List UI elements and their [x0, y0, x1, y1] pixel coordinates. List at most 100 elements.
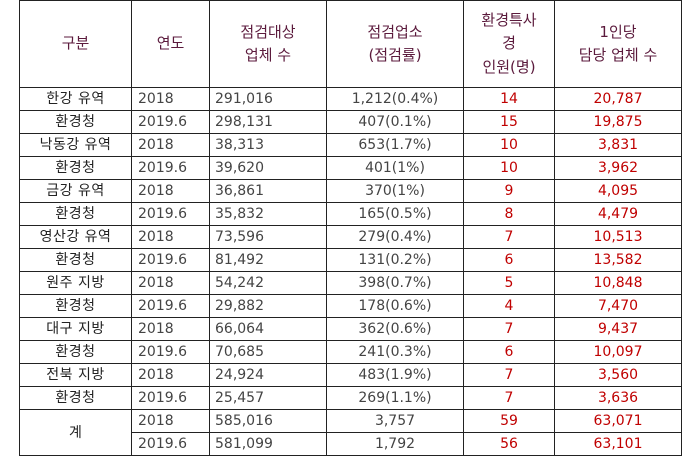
staff-cell: 4 — [463, 294, 555, 318]
inspected-cell: 401(1%) — [326, 156, 464, 180]
table-row: 환경청 2019.6 298,131 407(0.1%) 15 19,875 — [19, 110, 682, 134]
year-cell: 2019.6 — [131, 340, 210, 364]
year-cell: 2018 — [131, 409, 210, 433]
table-row: 환경청 2019.6 35,832 165(0.5%) 8 4,479 — [19, 202, 682, 226]
targets-cell: 585,016 — [209, 409, 327, 433]
table-row: 환경청 2019.6 81,492 131(0.2%) 6 13,582 — [19, 248, 682, 272]
targets-cell: 66,064 — [209, 317, 327, 341]
staff-cell: 7 — [463, 225, 555, 249]
header-inspected: 점검업소 (점검률) — [326, 0, 464, 88]
targets-cell: 81,492 — [209, 248, 327, 272]
per-person-cell: 10,848 — [554, 271, 682, 295]
year-cell: 2019.6 — [131, 110, 210, 134]
per-person-cell: 3,831 — [554, 133, 682, 157]
year-cell: 2018 — [131, 317, 210, 341]
year-cell: 2018 — [131, 179, 210, 203]
per-person-cell: 10,513 — [554, 225, 682, 249]
staff-cell: 7 — [463, 386, 555, 410]
region-name-line1: 원주 지방 — [19, 271, 132, 295]
region-name-line2: 환경청 — [19, 340, 132, 364]
region-name-line2: 환경청 — [19, 248, 132, 272]
inspected-cell: 407(0.1%) — [326, 110, 464, 134]
table-row: 낙동강 유역 2018 38,313 653(1.7%) 10 3,831 — [19, 133, 682, 157]
region-name-line2: 환경청 — [19, 110, 132, 134]
targets-cell: 54,242 — [209, 271, 327, 295]
per-person-cell: 63,101 — [554, 432, 682, 456]
year-cell: 2019.6 — [131, 156, 210, 180]
header-region: 구분 — [19, 0, 132, 88]
targets-cell: 39,620 — [209, 156, 327, 180]
staff-cell: 5 — [463, 271, 555, 295]
targets-cell: 25,457 — [209, 386, 327, 410]
targets-cell: 70,685 — [209, 340, 327, 364]
inspected-cell: 398(0.7%) — [326, 271, 464, 295]
region-name-line1: 금강 유역 — [19, 179, 132, 203]
per-person-cell: 63,071 — [554, 409, 682, 433]
staff-cell: 10 — [463, 133, 555, 157]
table-row: 환경청 2019.6 25,457 269(1.1%) 7 3,636 — [19, 386, 682, 410]
year-cell: 2018 — [131, 225, 210, 249]
staff-cell: 10 — [463, 156, 555, 180]
region-name-line1: 한강 유역 — [19, 87, 132, 111]
inspected-cell: 279(0.4%) — [326, 225, 464, 249]
table-row: 환경청 2019.6 39,620 401(1%) 10 3,962 — [19, 156, 682, 180]
per-person-cell: 3,962 — [554, 156, 682, 180]
per-person-cell: 13,582 — [554, 248, 682, 272]
table-row: 원주 지방 2018 54,242 398(0.7%) 5 10,848 — [19, 271, 682, 295]
inspected-cell: 269(1.1%) — [326, 386, 464, 410]
staff-cell: 56 — [463, 432, 555, 456]
inspected-cell: 1,212(0.4%) — [326, 87, 464, 111]
per-person-cell: 20,787 — [554, 87, 682, 111]
region-name-line2: 환경청 — [19, 386, 132, 410]
year-cell: 2018 — [131, 271, 210, 295]
staff-cell: 8 — [463, 202, 555, 226]
staff-cell: 15 — [463, 110, 555, 134]
table-row: 대구 지방 2018 66,064 362(0.6%) 7 9,437 — [19, 317, 682, 341]
per-person-cell: 10,097 — [554, 340, 682, 364]
region-name-line1: 대구 지방 — [19, 317, 132, 341]
targets-cell: 38,313 — [209, 133, 327, 157]
year-cell: 2019.6 — [131, 294, 210, 318]
table-row: 환경청 2019.6 70,685 241(0.3%) 6 10,097 — [19, 340, 682, 364]
targets-cell: 298,131 — [209, 110, 327, 134]
inspected-cell: 131(0.2%) — [326, 248, 464, 272]
year-cell: 2018 — [131, 133, 210, 157]
inspected-cell: 653(1.7%) — [326, 133, 464, 157]
inspected-cell: 165(0.5%) — [326, 202, 464, 226]
inspected-cell: 241(0.3%) — [326, 340, 464, 364]
targets-cell: 291,016 — [209, 87, 327, 111]
targets-cell: 29,882 — [209, 294, 327, 318]
header-targets: 점검대상 업체 수 — [209, 0, 327, 88]
region-name-line2: 환경청 — [19, 294, 132, 318]
inspected-cell: 483(1.9%) — [326, 363, 464, 387]
region-name-line1: 낙동강 유역 — [19, 133, 132, 157]
total-row: 2019.6 581,099 1,792 56 63,101 — [20, 432, 682, 456]
inspected-cell: 178(0.6%) — [326, 294, 464, 318]
region-name-line1: 영산강 유역 — [19, 225, 132, 249]
table-row: 한강 유역 2018 291,016 1,212(0.4%) 14 20,787 — [19, 87, 682, 111]
year-cell: 2018 — [131, 87, 210, 111]
table-row: 금강 유역 2018 36,861 370(1%) 9 4,095 — [19, 179, 682, 203]
per-person-cell: 3,560 — [554, 363, 682, 387]
header-year: 연도 — [131, 0, 210, 88]
table-row: 영산강 유역 2018 73,596 279(0.4%) 7 10,513 — [19, 225, 682, 249]
inspected-cell: 1,792 — [326, 432, 464, 456]
table-row: 전북 지방 2018 24,924 483(1.9%) 7 3,560 — [19, 363, 682, 387]
inspected-cell: 362(0.6%) — [326, 317, 464, 341]
header-per-person: 1인당 담당 업체 수 — [554, 0, 682, 88]
per-person-cell: 9,437 — [554, 317, 682, 341]
per-person-cell: 3,636 — [554, 386, 682, 410]
inspected-cell: 370(1%) — [326, 179, 464, 203]
region-name-line1: 전북 지방 — [19, 363, 132, 387]
per-person-cell: 4,479 — [554, 202, 682, 226]
staff-cell: 14 — [463, 87, 555, 111]
per-person-cell: 4,095 — [554, 179, 682, 203]
targets-cell: 35,832 — [209, 202, 327, 226]
targets-cell: 24,924 — [209, 363, 327, 387]
year-cell: 2019.6 — [131, 248, 210, 272]
targets-cell: 73,596 — [209, 225, 327, 249]
region-name-line2: 환경청 — [19, 156, 132, 180]
total-row: 계 2018 585,016 3,757 59 63,071 — [19, 409, 682, 456]
per-person-cell: 19,875 — [554, 110, 682, 134]
total-label: 계 — [19, 409, 132, 456]
